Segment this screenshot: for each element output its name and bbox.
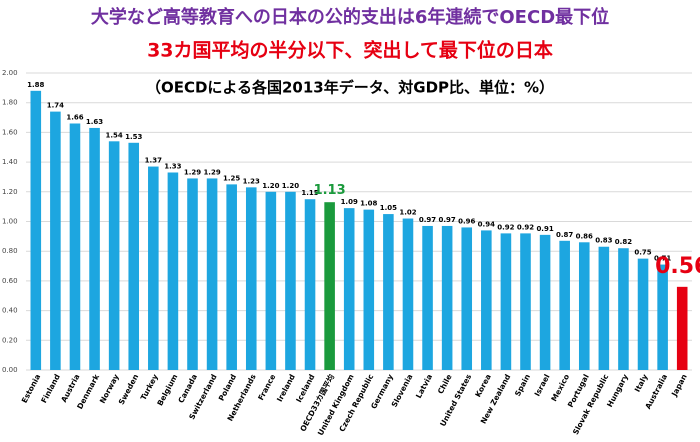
- value-label: 0.91: [536, 225, 553, 233]
- bar: [69, 123, 81, 371]
- bar: [637, 258, 649, 370]
- value-label: 1.02: [399, 209, 416, 217]
- bar: [304, 199, 316, 370]
- bar: [265, 191, 277, 370]
- bar: [598, 246, 610, 370]
- y-tick-label: 1.60: [2, 128, 18, 136]
- value-label: 1.88: [27, 81, 44, 89]
- bar: [206, 178, 218, 370]
- bar: [500, 233, 512, 370]
- x-tick-label: Japan: [669, 373, 689, 399]
- value-label: 1.15: [301, 189, 318, 197]
- bar: [441, 225, 453, 370]
- x-tick-label: Turkey: [139, 373, 160, 402]
- bar: [657, 264, 668, 370]
- value-label: 1.74: [47, 102, 64, 110]
- y-tick-label: 1.00: [2, 218, 18, 226]
- y-tick-label: 1.20: [2, 188, 18, 196]
- x-tick-label: Israel: [533, 373, 552, 398]
- value-label: 0.82: [615, 238, 632, 246]
- bar: [363, 209, 375, 370]
- y-tick-label: 2.00: [2, 69, 18, 77]
- value-label: 0.71: [654, 255, 671, 263]
- y-tick-label: 0.40: [2, 307, 18, 315]
- value-label: 0.97: [439, 216, 456, 224]
- bar: [578, 242, 590, 370]
- chart-subtitle: 33カ国平均の半分以下、突出して最下位の日本: [147, 39, 553, 62]
- y-tick-label: 0.60: [2, 277, 18, 285]
- value-label: 0.92: [517, 223, 534, 231]
- value-label: 1.08: [360, 200, 377, 208]
- value-label: 1.20: [262, 182, 279, 190]
- value-label: 0.97: [419, 216, 436, 224]
- value-label: 0.83: [595, 237, 612, 245]
- bar: [148, 166, 159, 370]
- value-label: 1.29: [203, 168, 220, 176]
- x-tick-label: Chile: [436, 373, 454, 396]
- x-tick-label: Sweden: [117, 373, 141, 407]
- bar: [50, 111, 61, 371]
- bar: [481, 230, 492, 370]
- value-label: 1.54: [106, 131, 123, 139]
- bar: [245, 187, 257, 370]
- bar: [422, 225, 433, 370]
- bar: [128, 142, 140, 370]
- x-tick-label: Poland: [217, 373, 239, 403]
- y-tick-label: 1.80: [2, 99, 18, 107]
- value-label: 0.96: [458, 217, 475, 225]
- bar: [89, 127, 100, 370]
- x-tick-label: Spain: [513, 373, 532, 398]
- chart-note: （OECDによる各国2013年データ、対GDP比、単位：%）: [146, 79, 554, 97]
- value-label: 1.05: [380, 204, 397, 212]
- bar: [187, 178, 198, 370]
- bar: [285, 191, 296, 370]
- value-label: 1.09: [341, 198, 358, 206]
- value-label: 1.20: [282, 182, 299, 190]
- value-label: 0.75: [634, 249, 651, 257]
- bar: [324, 202, 335, 370]
- x-tick-label: Latvia: [414, 373, 434, 400]
- value-label: 0.92: [497, 223, 514, 231]
- bar: [618, 248, 629, 370]
- value-label: 1.33: [164, 162, 181, 170]
- value-label: 1.25: [223, 174, 240, 182]
- x-tick-label: Korea: [473, 373, 493, 399]
- value-label: 1.53: [125, 133, 142, 141]
- bar: [108, 141, 120, 370]
- bar: [559, 240, 570, 370]
- y-tick-label: 1.40: [2, 158, 18, 166]
- y-tick-label: 0.20: [2, 336, 18, 344]
- value-label: 0.86: [576, 232, 593, 240]
- y-tick-label: 0.80: [2, 247, 18, 255]
- value-label: 1.66: [66, 113, 83, 121]
- x-tick-label: France: [256, 373, 277, 402]
- value-label: 1.13: [314, 183, 346, 198]
- bar: [461, 227, 473, 370]
- value-label: 1.63: [86, 118, 103, 126]
- bar: [539, 234, 551, 370]
- bar: [402, 218, 414, 370]
- value-label: 0.56: [655, 254, 700, 279]
- value-label: 1.23: [243, 177, 260, 185]
- x-tick-label: Mexico: [549, 373, 571, 403]
- bar: [226, 184, 237, 370]
- value-label: 1.37: [145, 157, 162, 165]
- x-tick-label: Italy: [633, 373, 650, 394]
- bar: [676, 286, 688, 370]
- chart-title: 大学など高等教育への日本の公的支出は6年連続でOECD最下位: [91, 6, 609, 28]
- value-label: 1.29: [184, 168, 201, 176]
- bar: [167, 172, 179, 370]
- bar: [30, 90, 42, 370]
- bar: [520, 233, 531, 370]
- bar: [343, 208, 355, 370]
- bar: [383, 214, 394, 370]
- y-tick-label: 0.00: [2, 366, 18, 374]
- value-label: 0.94: [478, 220, 495, 228]
- value-label: 0.87: [556, 231, 573, 239]
